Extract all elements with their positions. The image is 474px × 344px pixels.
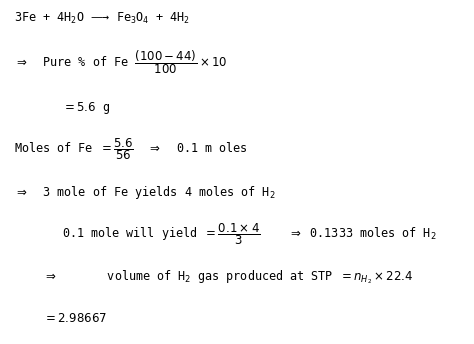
Text: $=2.98667$: $=2.98667$ <box>43 312 107 325</box>
Text: Moles of Fe $= \dfrac{5.6}{56}$  $\Rightarrow$  0.1 m oles: Moles of Fe $= \dfrac{5.6}{56}$ $\Righta… <box>14 137 248 162</box>
Text: $\Rightarrow$  Pure % of Fe $\dfrac{(100-44)}{100}\times 10$: $\Rightarrow$ Pure % of Fe $\dfrac{(100-… <box>14 48 228 76</box>
Text: 0.1 mole will yield $= \dfrac{0.1\times 4}{3}$    $\Rightarrow$ 0.1333 moles of : 0.1 mole will yield $= \dfrac{0.1\times … <box>62 221 436 247</box>
Text: $\Rightarrow$  3 mole of Fe yields 4 moles of H$_2$: $\Rightarrow$ 3 mole of Fe yields 4 mole… <box>14 184 276 201</box>
Text: $\Rightarrow$       volume of H$_2$ gas produced at STP $= n_{H_2} \times 22.4$: $\Rightarrow$ volume of H$_2$ gas produc… <box>43 268 413 286</box>
Text: 3Fe + 4H$_\mathregular{2}$O —→ Fe$_\mathregular{3}$O$_\mathregular{4}$ + 4H$_\ma: 3Fe + 4H$_\mathregular{2}$O —→ Fe$_\math… <box>14 11 190 26</box>
Text: $=5.6$ g: $=5.6$ g <box>62 100 110 116</box>
